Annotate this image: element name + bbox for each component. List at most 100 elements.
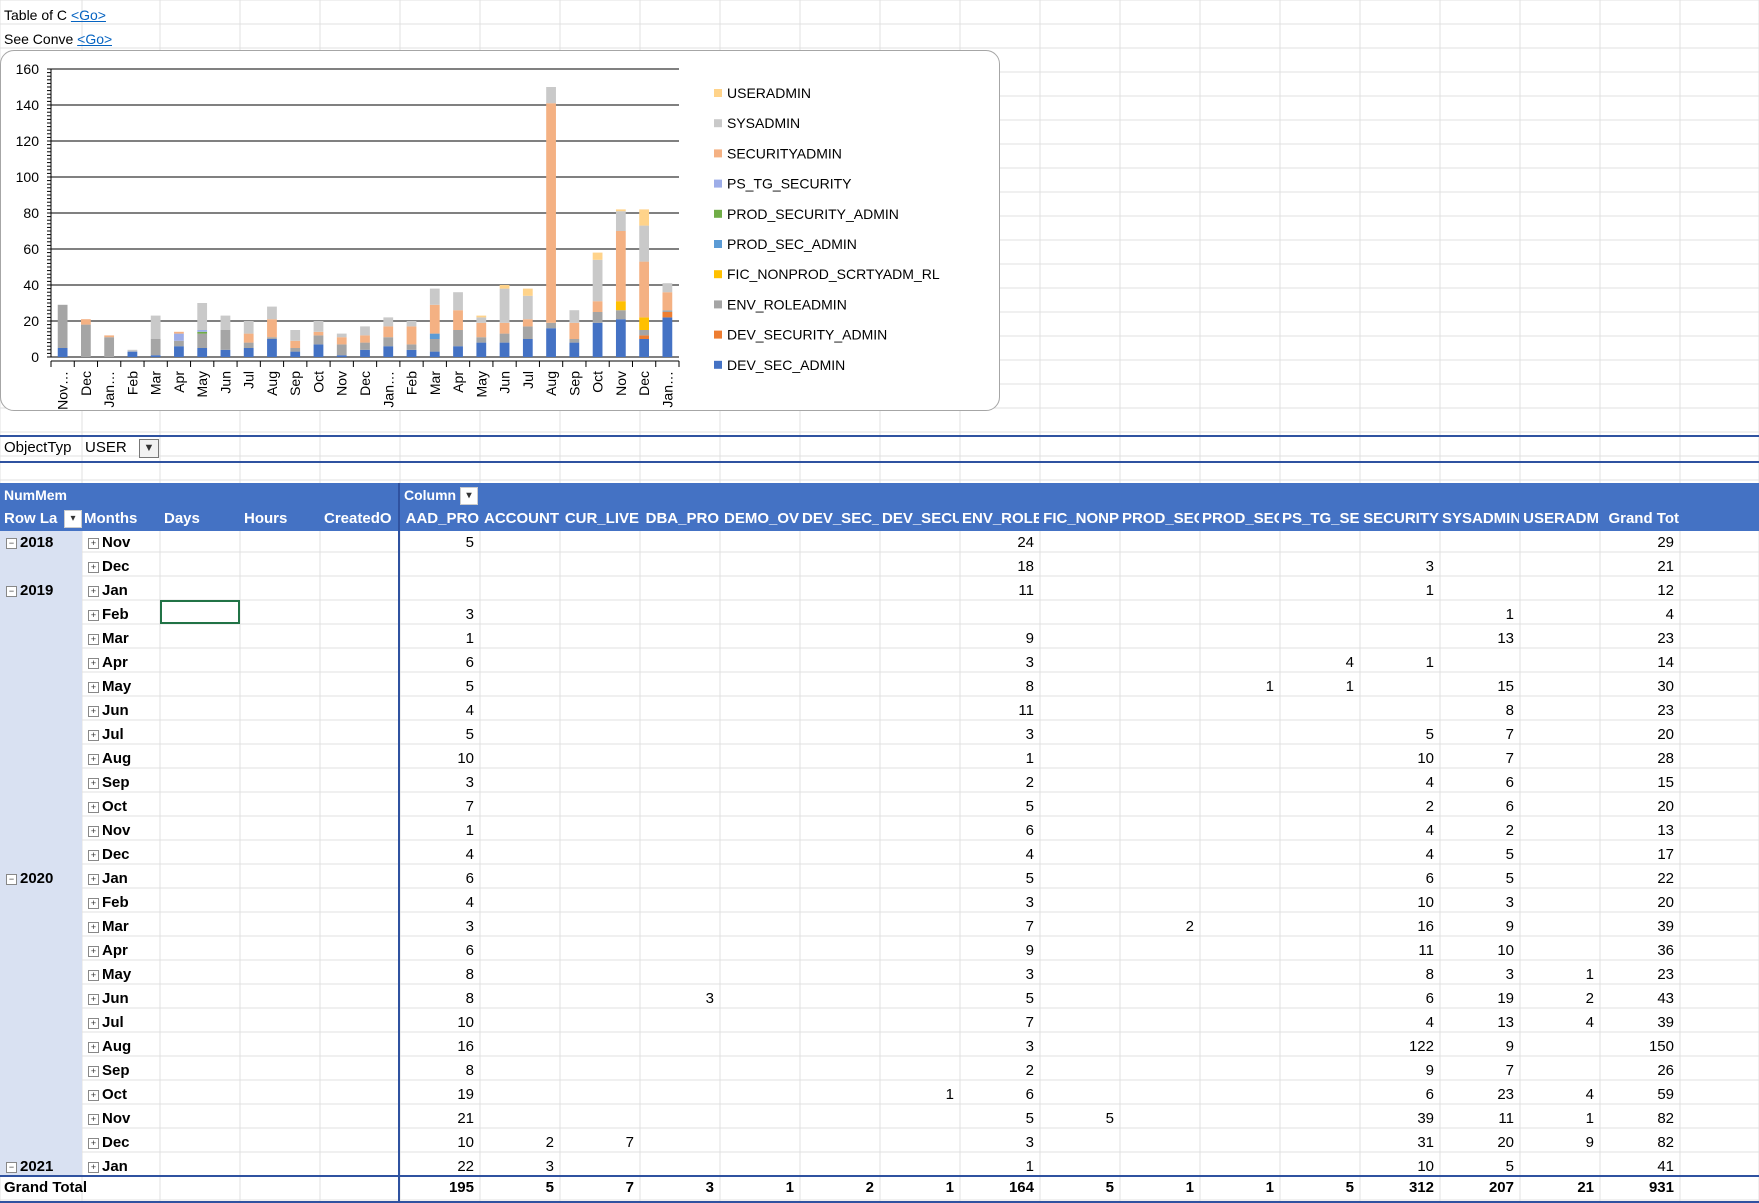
bar-segment[interactable] [313,344,324,357]
pivot-value-cell[interactable]: 15 [1497,678,1514,695]
legend-entry[interactable]: PROD_SEC_ADMIN [727,236,857,252]
pivot-value-cell[interactable]: 1 [945,1086,954,1103]
bar-segment[interactable] [360,335,370,343]
bar-segment[interactable] [662,312,673,318]
pivot-value-cell[interactable]: 29 [1657,534,1674,551]
pivot-value-cell[interactable]: 1 [1585,1110,1594,1127]
pivot-value-cell[interactable]: 5 [1025,1110,1034,1127]
year-row-label[interactable]: −2021 [6,1158,53,1175]
bar-segment[interactable] [522,288,533,296]
pivot-value-cell[interactable]: 2 [545,1134,554,1151]
pivot-column-header[interactable]: DBA_PRO [645,510,719,527]
pivot-value-cell[interactable]: 16 [457,1038,474,1055]
pivot-value-cell[interactable]: 9 [1425,1062,1434,1079]
month-row-label[interactable]: + May [88,966,131,983]
legend-entry[interactable]: FIC_NONPROD_SCRTYADM_RL [727,266,940,282]
pivot-value-cell[interactable]: 5 [465,534,474,551]
bar-segment[interactable] [615,310,626,320]
pivot-value-cell[interactable]: 5 [1025,870,1034,887]
bar-segment[interactable] [499,342,510,357]
bar-segment[interactable] [150,339,161,356]
pivot-value-cell[interactable]: 6 [1425,1086,1434,1103]
grand-total-cell[interactable]: 1 [1265,1179,1274,1196]
pivot-value-cell[interactable]: 11 [1418,942,1434,959]
pivot-value-cell[interactable]: 1 [1265,678,1274,695]
expand-icon[interactable]: + [88,538,99,549]
bar-segment[interactable] [197,330,208,332]
bar-segment[interactable] [429,339,440,352]
bar-segment[interactable] [174,346,184,357]
expand-icon[interactable]: + [88,826,99,837]
pivot-value-cell[interactable]: 3 [465,774,474,791]
month-row-label[interactable]: + Jan [88,1158,128,1175]
legend-entry[interactable]: SECURITYADMIN [727,145,842,161]
bar-segment[interactable] [290,348,301,352]
pivot-value-cell[interactable]: 6 [1425,990,1434,1007]
pivot-value-cell[interactable]: 2 [1025,774,1034,791]
pivot-value-cell[interactable]: 3 [465,918,474,935]
collapse-icon[interactable]: − [6,1162,17,1173]
filter-icon[interactable]: ▼ [139,439,159,458]
pivot-value-cell[interactable]: 7 [1025,918,1034,935]
bar-segment[interactable] [336,337,347,345]
grand-total-cell[interactable]: 195 [448,1179,474,1196]
pivot-value-cell[interactable]: 5 [1025,990,1034,1007]
month-row-label[interactable]: + Oct [88,1086,127,1103]
bar-segment[interactable] [639,330,649,336]
pivot-value-cell[interactable]: 82 [1657,1110,1674,1127]
pivot-value-cell[interactable]: 6 [1505,798,1514,815]
row-filter-icon[interactable]: ▾ [64,510,82,529]
pivot-value-cell[interactable]: 1 [1505,606,1514,623]
pivot-value-cell[interactable]: 4 [1345,654,1354,671]
bar-segment[interactable] [243,321,254,334]
bar-segment[interactable] [313,321,324,332]
expand-icon[interactable]: + [88,1066,99,1077]
pivot-value-cell[interactable]: 10 [1417,1158,1434,1175]
month-row-label[interactable]: + Nov [88,822,130,839]
bar-segment[interactable] [406,344,417,350]
expand-icon[interactable]: + [88,970,99,981]
pivot-value-cell[interactable]: 39 [1657,918,1674,935]
year-row-label[interactable]: −2019 [6,582,53,599]
pivot-value-cell[interactable]: 6 [1025,822,1034,839]
pivot-value-cell[interactable]: 41 [1657,1158,1674,1175]
pivot-value-cell[interactable]: 28 [1657,750,1674,767]
month-row-label[interactable]: + Apr [88,654,128,671]
pivot-value-cell[interactable]: 3 [545,1158,554,1175]
pivot-value-cell[interactable]: 13 [1497,630,1514,647]
pivot-value-cell[interactable]: 7 [1505,726,1514,743]
pivot-value-cell[interactable]: 9 [1505,1038,1514,1055]
collapse-icon[interactable]: − [6,538,17,549]
bar-segment[interactable] [336,355,347,357]
bar-segment[interactable] [290,351,301,357]
pivot-value-cell[interactable]: 3 [1025,894,1034,911]
pivot-column-header[interactable]: DEV_SEC_ [802,510,879,527]
bar-segment[interactable] [522,326,533,339]
expand-icon[interactable]: + [88,922,99,933]
pivot-value-cell[interactable]: 5 [1105,1110,1114,1127]
pivot-column-header[interactable]: SYSADMIN [1442,510,1519,527]
pivot-value-cell[interactable]: 7 [1505,750,1514,767]
pivot-value-cell[interactable]: 10 [1417,894,1434,911]
bar-segment[interactable] [406,349,417,357]
pivot-value-cell[interactable]: 11 [1018,702,1034,719]
expand-icon[interactable]: + [88,562,99,573]
bar-segment[interactable] [615,211,626,231]
pivot-value-cell[interactable]: 6 [1505,774,1514,791]
bar-segment[interactable] [197,331,208,334]
pivot-value-cell[interactable]: 3 [1425,558,1434,575]
pivot-value-cell[interactable]: 13 [1497,1014,1514,1031]
bar-segment[interactable] [360,342,370,350]
collapse-icon[interactable]: − [6,874,17,885]
bar-segment[interactable] [453,330,463,347]
pivot-value-cell[interactable]: 1 [1585,966,1594,983]
legend-entry[interactable]: PS_TG_SECURITY [727,176,852,192]
pivot-value-cell[interactable]: 23 [1657,966,1674,983]
pivot-column-header[interactable]: ACCOUNT [484,510,559,527]
bar-segment[interactable] [220,315,231,330]
grand-total-cell[interactable]: 5 [1105,1179,1114,1196]
bar-segment[interactable] [267,337,277,339]
bar-segment[interactable] [313,331,324,336]
bar-segment[interactable] [592,301,603,312]
pivot-column-header[interactable]: FIC_NONP [1043,510,1119,527]
